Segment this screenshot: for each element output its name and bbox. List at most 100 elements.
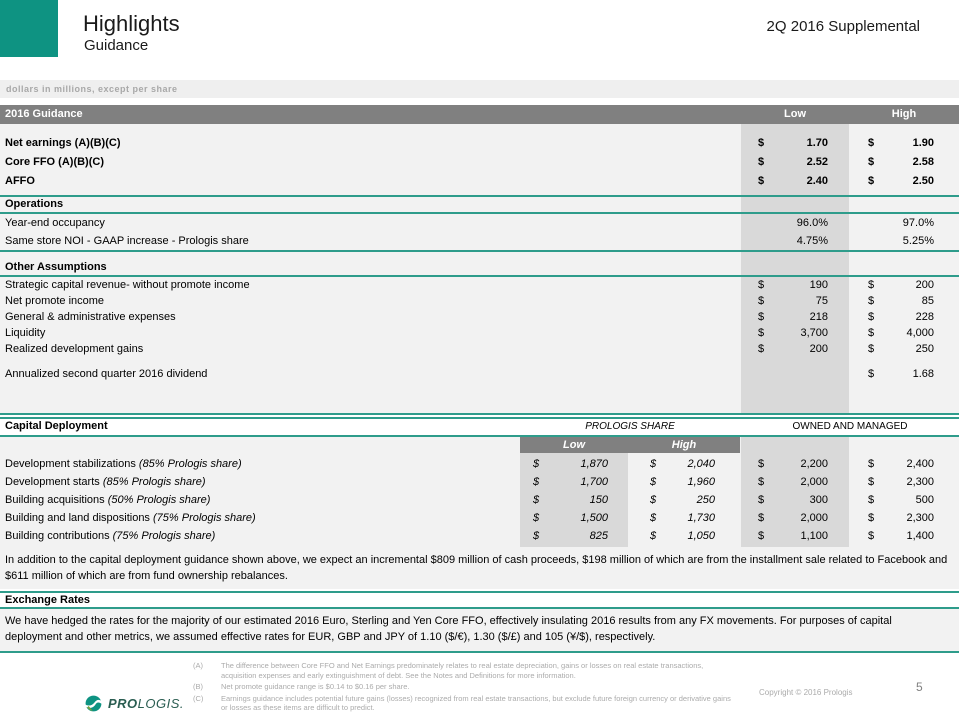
column-header-low: Low xyxy=(784,108,806,120)
dollar-sign: $ xyxy=(868,530,875,542)
prologis-logo: PROLOGIS. xyxy=(84,694,184,713)
low-value: 218 xyxy=(809,311,828,323)
high-value: 250 xyxy=(915,343,934,355)
om-low-value: 300 xyxy=(809,494,828,506)
high-value: 2.58 xyxy=(912,156,934,168)
ps-high-value: 1,960 xyxy=(687,476,715,488)
dollar-sign: $ xyxy=(650,512,657,524)
low-value: 200 xyxy=(809,343,828,355)
dollar-sign: $ xyxy=(758,476,765,488)
share-note: (75% Prologis share) xyxy=(112,530,216,542)
dollar-sign: $ xyxy=(533,494,540,506)
capital-deployment-body: Low High Development stabilizations (85%… xyxy=(0,437,959,561)
dollar-sign: $ xyxy=(758,530,765,542)
dollar-sign: $ xyxy=(868,175,875,187)
section-header-exchange-rates: Exchange Rates xyxy=(5,594,90,606)
share-note: (85% Prologis share) xyxy=(102,476,206,488)
logo-wordmark-light: LOGIS. xyxy=(137,696,185,711)
high-value: 1.68 xyxy=(912,368,934,380)
row-label: Annualized second quarter 2016 dividend xyxy=(5,368,208,380)
low-value: 3,700 xyxy=(800,327,828,339)
ps-low-value: 825 xyxy=(589,530,608,542)
ps-low-value: 1,700 xyxy=(580,476,608,488)
section-header-capital-deployment: Capital Deployment xyxy=(5,420,108,432)
section-divider xyxy=(0,651,959,653)
owned-low-column-shade xyxy=(741,437,849,561)
low-value: 1.70 xyxy=(806,137,828,149)
capital-row-acquisitions: Building acquisitions (50% Prologis shar… xyxy=(0,491,959,509)
dollar-sign: $ xyxy=(758,494,765,506)
row-label: Core FFO (A)(B)(C) xyxy=(5,156,104,168)
capital-deployment-header: Capital Deployment PROLOGIS SHARE OWNED … xyxy=(0,419,959,434)
dollar-sign: $ xyxy=(533,530,540,542)
subcolumn-header-low: Low xyxy=(563,439,585,451)
group-header-prologis-share: PROLOGIS SHARE xyxy=(585,421,675,432)
exchange-rates-text: We have hedged the rates for the majorit… xyxy=(0,609,959,651)
row-label: Building contributions xyxy=(5,530,113,542)
row-label: AFFO xyxy=(5,175,35,187)
column-header-high: High xyxy=(891,108,917,120)
globe-icon xyxy=(84,695,103,712)
dollar-sign: $ xyxy=(868,311,875,323)
high-value: 85 xyxy=(921,295,934,307)
om-high-value: 2,300 xyxy=(906,476,934,488)
row-label: Year-end occupancy xyxy=(5,217,105,229)
capital-deployment-section: Capital Deployment PROLOGIS SHARE OWNED … xyxy=(0,417,959,561)
row-label: Building acquisitions xyxy=(5,494,108,506)
dollar-sign: $ xyxy=(650,476,657,488)
dollar-sign: $ xyxy=(758,279,765,291)
guidance-row-affo: AFFO $ 2.40 $ 2.50 xyxy=(0,172,959,191)
low-value: 4.75% xyxy=(796,235,828,247)
capital-deployment-note: In addition to the capital deployment gu… xyxy=(0,547,959,589)
footnotes: (A) The difference between Core FFO and … xyxy=(193,661,738,715)
ps-low-value: 1,500 xyxy=(580,512,608,524)
footnote-text: Earnings guidance includes potential fut… xyxy=(221,693,731,713)
section-header-other-assumptions: Other Assumptions xyxy=(5,261,107,273)
om-high-value: 500 xyxy=(915,494,934,506)
footnote-row: (A) The difference between Core FFO and … xyxy=(193,661,738,680)
exchange-rates-section: Exchange Rates We have hedged the rates … xyxy=(0,591,959,653)
dollar-sign: $ xyxy=(758,512,765,524)
guidance-row-dividend: Annualized second quarter 2016 dividend … xyxy=(0,365,959,383)
section-divider xyxy=(0,195,959,197)
low-value: 2.52 xyxy=(806,156,828,168)
ps-high-value: 2,040 xyxy=(687,458,715,470)
high-value: 1.90 xyxy=(912,137,934,149)
guidance-row-net-earnings: Net earnings (A)(B)(C) $ 1.70 $ 1.90 xyxy=(0,134,959,153)
logo-wordmark-bold: PRO xyxy=(108,696,138,711)
section-header-operations: Operations xyxy=(5,198,64,210)
dollar-sign: $ xyxy=(758,311,765,323)
page-subtitle: Guidance xyxy=(84,37,149,54)
dollar-sign: $ xyxy=(650,530,657,542)
row-label: Strategic capital revenue- without promo… xyxy=(5,279,250,291)
dollar-sign: $ xyxy=(650,494,657,506)
ps-low-value: 1,870 xyxy=(580,458,608,470)
row-label: Development stabilizations xyxy=(5,458,139,470)
footnote-row: (C) Earnings guidance includes potential… xyxy=(193,694,738,713)
dollar-sign: $ xyxy=(868,512,875,524)
dollar-sign: $ xyxy=(868,279,875,291)
guidance-table-title: 2016 Guidance xyxy=(5,108,83,120)
dollar-sign: $ xyxy=(868,295,875,307)
footnote-text: The difference between Core FFO and Net … xyxy=(221,661,704,680)
share-subcolumn-header: Low High xyxy=(520,437,740,453)
row-label: Net earnings (A)(B)(C) xyxy=(5,137,121,149)
ps-high-value: 250 xyxy=(696,494,715,506)
guidance-row-ga-expenses: General & administrative expenses $ 218 … xyxy=(0,309,959,325)
dollar-sign: $ xyxy=(758,343,765,355)
capital-row-stabilizations: Development stabilizations (85% Prologis… xyxy=(0,455,959,473)
dollar-sign: $ xyxy=(533,476,540,488)
subcolumn-header-high: High xyxy=(671,439,697,451)
dollar-sign: $ xyxy=(868,327,875,339)
section-divider xyxy=(0,417,959,419)
dollar-sign: $ xyxy=(868,343,875,355)
footnote-key: (A) xyxy=(193,661,203,670)
section-divider xyxy=(0,250,959,252)
om-low-value: 1,100 xyxy=(800,530,828,542)
ps-high-value: 1,730 xyxy=(687,512,715,524)
guidance-table-end-line xyxy=(0,413,959,415)
high-value: 2.50 xyxy=(912,175,934,187)
dollar-sign: $ xyxy=(533,512,540,524)
share-low-column-shade xyxy=(520,453,628,561)
